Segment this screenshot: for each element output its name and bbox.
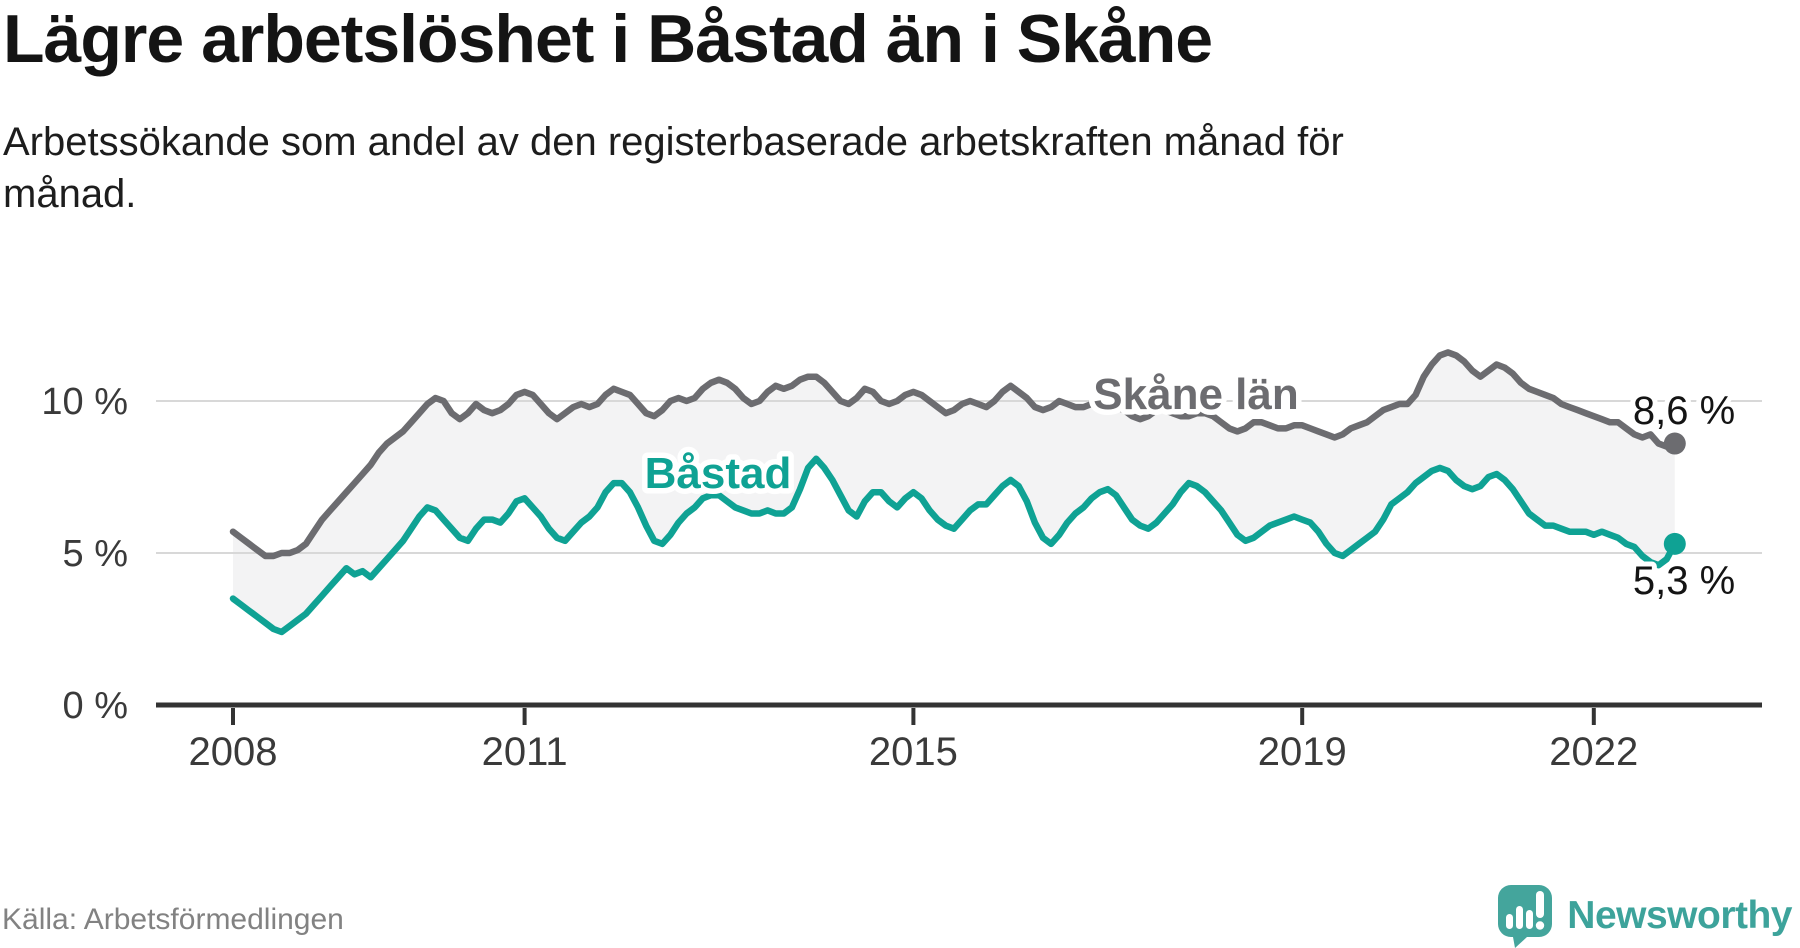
y-tick-label-0: 0 %	[63, 685, 128, 727]
brand-name: Newsworthy	[1567, 894, 1792, 937]
newsworthy-logo-icon	[1498, 885, 1553, 948]
x-tick-label-2019: 2019	[1258, 730, 1347, 774]
series-end-dot-0	[1663, 432, 1686, 455]
series-line-1	[229, 455, 1679, 636]
logo-bar-3	[1526, 910, 1534, 929]
brand-lockup: Newsworthy	[1497, 884, 1792, 948]
x-tick-label-2008: 2008	[189, 730, 278, 774]
series-label-1: Båstad	[645, 449, 792, 498]
logo-exclamation-dot	[1536, 921, 1545, 930]
x-tick-label-2015: 2015	[869, 730, 958, 774]
series-label-0: Skåne län	[1093, 370, 1298, 419]
y-tick-label-10: 10 %	[41, 381, 128, 423]
series-end-value-1: 5,3 %	[1633, 559, 1735, 603]
x-tick-label-2022: 2022	[1549, 730, 1638, 774]
logo-exclamation-bar	[1536, 891, 1545, 918]
source-note: Källa: Arbetsförmedlingen	[2, 903, 344, 936]
logo-bar-1	[1506, 914, 1514, 929]
x-tick-label-2011: 2011	[482, 730, 568, 774]
series-line-0	[229, 349, 1679, 560]
page-title: Lägre arbetslöshet i Båstad än i Skåne	[3, 1, 1213, 77]
fill-between-series	[233, 352, 1675, 632]
chart-subtitle: Arbetssökande som andel av den registerb…	[3, 120, 1344, 216]
series-end-value-0: 8,6 %	[1633, 389, 1735, 433]
series-end-dot-1	[1663, 532, 1686, 555]
y-tick-label-5: 5 %	[63, 533, 128, 575]
logo-bar-2	[1516, 906, 1524, 929]
